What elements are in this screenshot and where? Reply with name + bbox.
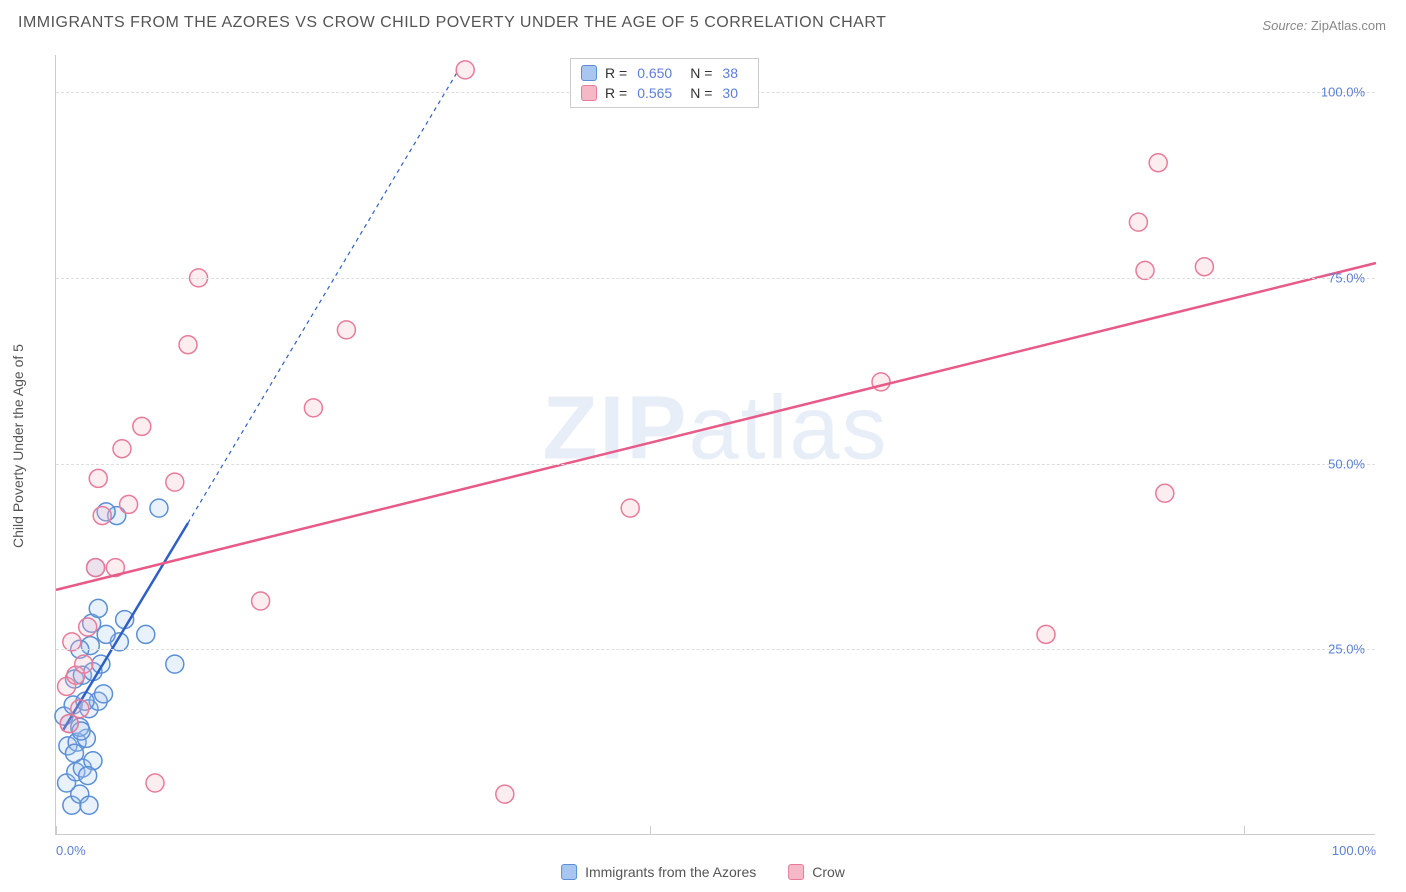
legend-series-label: Immigrants from the Azores (585, 864, 756, 880)
legend-swatch (788, 864, 804, 880)
legend-swatch (561, 864, 577, 880)
scatter-point (133, 417, 151, 435)
scatter-point (146, 774, 164, 792)
x-tick-mark (1244, 826, 1245, 834)
scatter-point (1195, 258, 1213, 276)
scatter-point (1136, 261, 1154, 279)
legend-swatch (581, 85, 597, 101)
scatter-point (150, 499, 168, 517)
trend-line (56, 263, 1376, 590)
legend-series-item: Immigrants from the Azores (561, 864, 756, 880)
scatter-point (71, 700, 89, 718)
x-tick-label: 100.0% (1332, 843, 1376, 858)
legend-row: R = 0.565 N = 30 (581, 83, 748, 103)
chart-plot-area: ZIPatlas 25.0%50.0%75.0%100.0%0.0%100.0% (55, 55, 1375, 835)
y-tick-label: 25.0% (1328, 642, 1365, 657)
source-attribution: Source: ZipAtlas.com (1262, 18, 1386, 33)
scatter-point (65, 744, 83, 762)
scatter-point (166, 473, 184, 491)
legend-swatch (581, 65, 597, 81)
scatter-plot-svg (56, 55, 1375, 834)
y-tick-label: 100.0% (1321, 85, 1365, 100)
y-axis-label: Child Poverty Under the Age of 5 (10, 344, 26, 548)
legend-series-label: Crow (812, 864, 845, 880)
scatter-point (63, 633, 81, 651)
scatter-point (179, 336, 197, 354)
legend-r-value: 0.650 (637, 65, 672, 81)
scatter-point (456, 61, 474, 79)
legend-r-value: 0.565 (637, 85, 672, 101)
legend-n-label: N = (690, 85, 712, 101)
x-tick-mark (56, 826, 57, 834)
scatter-point (87, 559, 105, 577)
scatter-point (120, 495, 138, 513)
x-tick-mark (650, 826, 651, 834)
legend-series: Immigrants from the Azores Crow (561, 864, 845, 880)
gridline (56, 649, 1375, 650)
scatter-point (1037, 625, 1055, 643)
legend-r-label: R = (605, 65, 627, 81)
scatter-point (252, 592, 270, 610)
scatter-point (80, 796, 98, 814)
source-label: Source: (1262, 18, 1307, 33)
x-tick-label: 0.0% (56, 843, 86, 858)
legend-row: R = 0.650 N = 38 (581, 63, 748, 83)
scatter-point (95, 685, 113, 703)
gridline (56, 464, 1375, 465)
legend-r-label: R = (605, 85, 627, 101)
legend-n-label: N = (690, 65, 712, 81)
scatter-point (93, 507, 111, 525)
chart-title: IMMIGRANTS FROM THE AZORES VS CROW CHILD… (18, 14, 886, 32)
scatter-point (1129, 213, 1147, 231)
scatter-point (113, 440, 131, 458)
scatter-point (337, 321, 355, 339)
scatter-point (89, 469, 107, 487)
scatter-point (75, 655, 93, 673)
gridline (56, 278, 1375, 279)
scatter-point (1156, 484, 1174, 502)
scatter-point (496, 785, 514, 803)
scatter-point (166, 655, 184, 673)
scatter-point (1149, 154, 1167, 172)
scatter-point (89, 599, 107, 617)
trend-line-extrapolated (188, 70, 459, 523)
scatter-point (137, 625, 155, 643)
y-tick-label: 75.0% (1328, 270, 1365, 285)
y-tick-label: 50.0% (1328, 456, 1365, 471)
scatter-point (621, 499, 639, 517)
legend-correlation-box: R = 0.650 N = 38 R = 0.565 N = 30 (570, 58, 759, 108)
scatter-point (79, 767, 97, 785)
legend-series-item: Crow (788, 864, 845, 880)
legend-n-value: 38 (722, 65, 738, 81)
legend-n-value: 30 (722, 85, 738, 101)
scatter-point (304, 399, 322, 417)
scatter-point (79, 618, 97, 636)
source-value: ZipAtlas.com (1311, 18, 1386, 33)
